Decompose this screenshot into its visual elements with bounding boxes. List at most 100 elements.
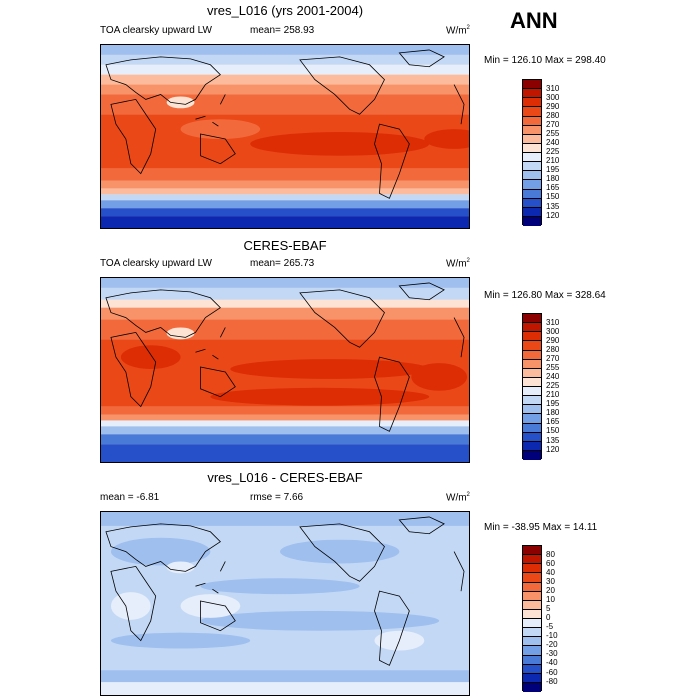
- panel2-cbar-label: 240: [546, 372, 560, 381]
- season-label: ANN: [510, 8, 558, 33]
- panel1-cbar-label: 165: [546, 183, 560, 192]
- panel3-cbar-swatch: [523, 673, 541, 683]
- panel3-minmax: Min = -38.95 Max = 14.11: [484, 522, 598, 533]
- panel3-units: W/m2: [446, 492, 470, 504]
- panel3-cbar-label: -30: [546, 649, 558, 658]
- panel3-cbar-swatch: [523, 655, 541, 665]
- panel3-cbar-swatch: [523, 600, 541, 610]
- panel2-cbar-swatch: [523, 314, 541, 324]
- panel1-cbar-swatch: [523, 125, 541, 135]
- panel1-cbar-swatch: [523, 180, 541, 190]
- panel2-cbar-swatch: [523, 332, 541, 342]
- panel3-cbar-label: 80: [546, 550, 555, 559]
- panel1-map: [100, 44, 470, 229]
- panel2-cbar-swatch: [523, 368, 541, 378]
- panel3-cbar-swatch: [523, 646, 541, 656]
- panel2-cbar-swatch: [523, 414, 541, 424]
- panel1-cbar-swatch: [523, 207, 541, 217]
- panel1-cbar-label: 310: [546, 84, 560, 93]
- panel3-cbar-label: -60: [546, 668, 558, 677]
- panel2-cbar-label: 165: [546, 417, 560, 426]
- panel1-cbar-label: 290: [546, 102, 560, 111]
- panel1-cbar-label: 225: [546, 147, 560, 156]
- panel2-minmax: Min = 126.80 Max = 328.64: [484, 290, 606, 301]
- panel3-cbar-swatch: [523, 682, 541, 692]
- panel1-cbar-swatch: [523, 143, 541, 153]
- panel2-cbar-swatch: [523, 350, 541, 360]
- panel3-cbar-label: 0: [546, 613, 551, 622]
- panel2-cbar-label: 225: [546, 381, 560, 390]
- panel1-cbar-swatch: [523, 171, 541, 181]
- panel3-cbar-label: -80: [546, 677, 558, 686]
- panel2-cbar-label: 290: [546, 336, 560, 345]
- panel1-cbar-swatch: [523, 198, 541, 208]
- panel1-cbar-swatch: [523, 98, 541, 108]
- panel3-colorbar: [522, 545, 542, 692]
- panel2-cbar-label: 280: [546, 345, 560, 354]
- panel3-cbar-label: -10: [546, 631, 558, 640]
- panel2-cbar-swatch: [523, 405, 541, 415]
- panel3-cbar-swatch: [523, 546, 541, 556]
- panel2-cbar-label: 300: [546, 327, 560, 336]
- panel3-cbar-label: 5: [546, 604, 551, 613]
- panel2-cbar-swatch: [523, 423, 541, 433]
- panel2-cbar-swatch: [523, 387, 541, 397]
- panel3-cbar-swatch: [523, 582, 541, 592]
- panel3-cbar-swatch: [523, 628, 541, 638]
- panel1-cbar-label: 280: [546, 111, 560, 120]
- panel1-cbar-swatch: [523, 216, 541, 226]
- panel2-cbar-label: 270: [546, 354, 560, 363]
- panel1-cbar-swatch: [523, 153, 541, 163]
- panel3-mean: mean = -6.81: [100, 492, 160, 503]
- panel3-cbar-swatch: [523, 555, 541, 565]
- panel2-cbar-swatch: [523, 341, 541, 351]
- panel2-cbar-swatch: [523, 396, 541, 406]
- panel1-cbar-label: 120: [546, 211, 560, 220]
- panel3-cbar-swatch: [523, 664, 541, 674]
- panel1-cbar-label: 135: [546, 202, 560, 211]
- panel1-cbar-swatch: [523, 89, 541, 99]
- panel1-cbar-swatch: [523, 134, 541, 144]
- panel3-cbar-swatch: [523, 591, 541, 601]
- panel3-rmse: rmse = 7.66: [250, 492, 304, 503]
- panel1-cbar-swatch: [523, 162, 541, 172]
- panel1-cbar-label: 150: [546, 192, 560, 201]
- panel3-cbar-label: -20: [546, 640, 558, 649]
- panel2-cbar-swatch: [523, 323, 541, 333]
- panel2-cbar-label: 210: [546, 390, 560, 399]
- panel3-cbar-label: -40: [546, 658, 558, 667]
- panel1-title: vres_L016 (yrs 2001-2004): [206, 3, 364, 18]
- panel1-mean: mean= 258.93: [250, 25, 315, 36]
- panel2-cbar-swatch: [523, 432, 541, 442]
- panel3-cbar-swatch: [523, 637, 541, 647]
- panel2-cbar-label: 150: [546, 426, 560, 435]
- panel2-cbar-label: 135: [546, 436, 560, 445]
- panel1-cbar-label: 300: [546, 93, 560, 102]
- panel3-cbar-swatch: [523, 564, 541, 574]
- panel3-cbar-label: 40: [546, 568, 555, 577]
- panel2-colorbar: [522, 313, 542, 460]
- panel3-cbar-label: 60: [546, 559, 555, 568]
- panel2-cbar-swatch: [523, 441, 541, 451]
- panel1-cbar-label: 255: [546, 129, 560, 138]
- panel2-cbar-label: 120: [546, 445, 560, 454]
- panel1-cbar-label: 240: [546, 138, 560, 147]
- panel1-minmax: Min = 126.10 Max = 298.40: [484, 55, 606, 66]
- panel1-colorbar: [522, 79, 542, 226]
- panel2-units: W/m2: [446, 258, 470, 270]
- panel1-cbar-label: 210: [546, 156, 560, 165]
- panel1-cbar-label: 195: [546, 165, 560, 174]
- panel3-title: vres_L016 - CERES-EBAF: [207, 470, 363, 485]
- panel2-cbar-label: 255: [546, 363, 560, 372]
- panel3-cbar-label: 20: [546, 586, 555, 595]
- panel3-cbar-swatch: [523, 609, 541, 619]
- panel3-cbar-label: 10: [546, 595, 555, 604]
- panel2-cbar-label: 310: [546, 318, 560, 327]
- panel2-left-label: TOA clearsky upward LW: [100, 258, 212, 269]
- panel3-cbar-label: 30: [546, 577, 555, 586]
- panel2-mean: mean= 265.73: [250, 258, 315, 269]
- panel3-cbar-label: -5: [546, 622, 554, 631]
- panel3-cbar-swatch: [523, 573, 541, 583]
- panel1-cbar-swatch: [523, 107, 541, 117]
- panel2-cbar-label: 180: [546, 408, 560, 417]
